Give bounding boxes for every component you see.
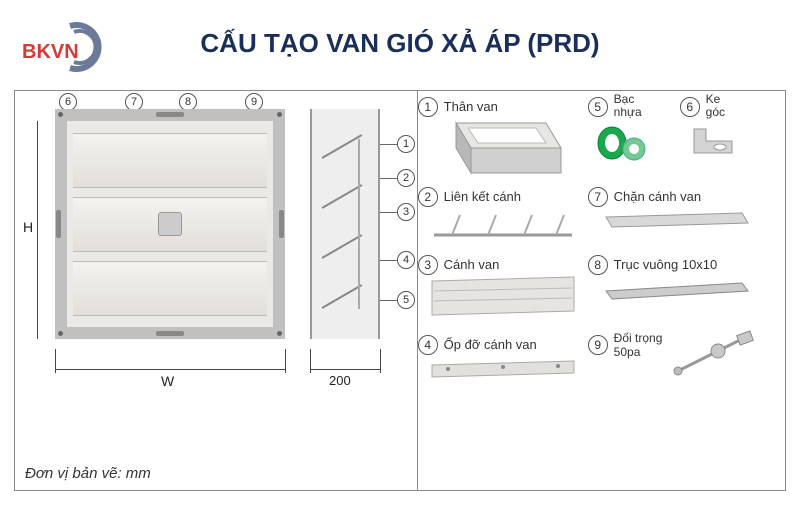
part-label-3: Cánh van (444, 257, 500, 272)
part-shape-support (428, 357, 578, 379)
part-num-2: 2 (418, 187, 438, 207)
part-shape-shaft (602, 279, 752, 305)
parts-panel: 1 Thân van 5 Bạcnhựa 6 Kegóc 2 Liên kết … (418, 91, 785, 490)
part-num-5: 5 (588, 97, 608, 117)
part-num-4: 4 (418, 335, 438, 355)
part-label-6: Kegóc (706, 93, 725, 119)
part-num-1: 1 (418, 97, 438, 117)
part-label-2: Liên kết cánh (444, 189, 521, 204)
part-shape-weight (668, 327, 768, 387)
logo-text: BKVN (22, 41, 79, 63)
dim-h-line (37, 121, 38, 339)
brand-logo: BKVN (22, 22, 110, 77)
drawing-panel: 6 7 8 9 H (15, 91, 418, 490)
callout-3: 3 (397, 203, 415, 221)
part-num-8: 8 (588, 255, 608, 275)
dim-depth-line (310, 369, 380, 370)
part-shape-linkage (428, 207, 578, 247)
dim-w: W (161, 373, 174, 389)
part-shape-blade (428, 275, 578, 319)
part-label-4: Ốp đỡ cánh van (444, 337, 537, 352)
part-shape-bushing (594, 121, 650, 165)
part-label-9: Đối trọng50pa (614, 331, 663, 360)
diagram-container: 6 7 8 9 H (14, 90, 786, 491)
part-shape-body (436, 113, 566, 183)
part-num-9: 9 (588, 335, 608, 355)
callout-5: 5 (397, 291, 415, 309)
part-label-8: Trục vuông 10x10 (614, 257, 718, 272)
part-num-3: 3 (418, 255, 438, 275)
part-label-7: Chặn cánh van (614, 189, 701, 204)
callout-2: 2 (397, 169, 415, 187)
part-shape-corner (686, 121, 746, 165)
page-title: CẤU TẠO VAN GIÓ XẢ ÁP (PRD) (0, 0, 800, 59)
dim-h: H (23, 219, 33, 235)
part-num-7: 7 (588, 187, 608, 207)
dim-depth: 200 (329, 373, 351, 388)
part-num-6: 6 (680, 97, 700, 117)
part-shape-stopper (602, 209, 752, 235)
callout-1: 1 (397, 135, 415, 153)
front-view (55, 109, 285, 339)
callout-4: 4 (397, 251, 415, 269)
part-label-1: Thân van (444, 99, 498, 114)
unit-note: Đơn vị bản vẽ: mm (25, 465, 151, 482)
part-label-5: Bạcnhựa (614, 93, 642, 119)
side-view (310, 109, 380, 339)
dim-w-line (55, 369, 285, 370)
